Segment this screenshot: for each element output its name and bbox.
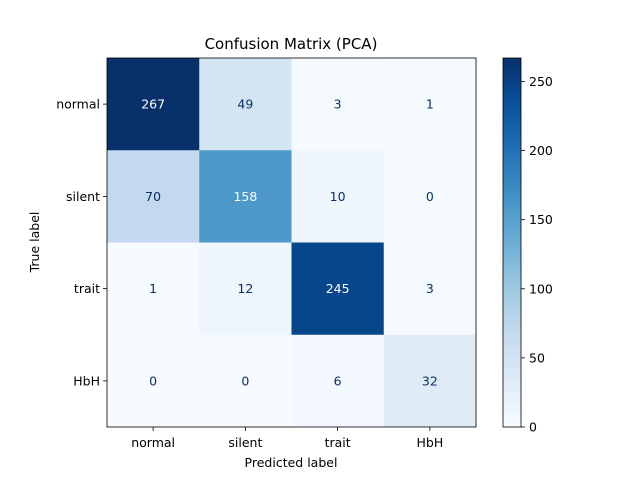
cell-value-label: 3 bbox=[426, 281, 434, 296]
cell-value-label: 1 bbox=[149, 281, 157, 296]
chart-title: Confusion Matrix (PCA) bbox=[205, 35, 378, 53]
heatmap-cell bbox=[383, 242, 477, 336]
y-tick-label: silent bbox=[66, 189, 100, 204]
heatmap-cell bbox=[107, 150, 200, 243]
y-tick-label: HbH bbox=[73, 373, 100, 388]
cell-value-label: 32 bbox=[422, 373, 438, 388]
heatmap-cell bbox=[383, 150, 477, 243]
cell-value-label: 0 bbox=[149, 373, 157, 388]
colorbar-ticks: 0 50 100 150 200 250 bbox=[521, 74, 553, 435]
heatmap-cell bbox=[291, 150, 385, 243]
y-tick-label: normal bbox=[56, 97, 100, 112]
colorbar-tick-label: 100 bbox=[529, 281, 553, 296]
cell-value-label: 245 bbox=[326, 281, 350, 296]
cell-value-label: 0 bbox=[241, 373, 249, 388]
plot-frame bbox=[106, 57, 477, 428]
cell-value-label: 158 bbox=[233, 189, 257, 204]
heatmap-cell bbox=[107, 58, 200, 151]
cell-value-label: 6 bbox=[334, 373, 342, 388]
heatmap-cell bbox=[199, 150, 292, 243]
cell-value-label: 70 bbox=[145, 189, 161, 204]
cell-value-label: 3 bbox=[334, 97, 342, 112]
colorbar bbox=[502, 57, 522, 428]
heatmap-cell bbox=[107, 242, 200, 336]
x-tick-label: normal bbox=[131, 435, 175, 450]
x-tick-label: silent bbox=[228, 435, 262, 450]
colorbar-tick-label: 50 bbox=[529, 350, 545, 365]
colorbar-tick-label: 0 bbox=[529, 420, 537, 435]
x-axis-label: Predicted label bbox=[245, 455, 338, 470]
heatmap-cell bbox=[291, 58, 385, 151]
x-axis-ticks: normal silent trait HbH bbox=[131, 427, 443, 450]
heatmap-cell bbox=[199, 242, 292, 336]
cell-value-label: 49 bbox=[237, 97, 253, 112]
heatmap-cell bbox=[383, 334, 477, 428]
y-axis-ticks: normal silent trait HbH bbox=[56, 97, 107, 388]
heatmap-cell bbox=[291, 242, 385, 336]
heatmap-cell-labels: 267 49 3 1 70 158 10 0 1 12 245 3 0 0 6 32 bbox=[141, 97, 438, 389]
colorbar-tick-label: 250 bbox=[529, 74, 553, 89]
x-tick-label: HbH bbox=[417, 435, 444, 450]
cell-value-label: 267 bbox=[141, 97, 165, 112]
heatmap-cell bbox=[383, 58, 477, 151]
colorbar-tick-label: 150 bbox=[529, 212, 553, 227]
cell-value-label: 10 bbox=[330, 189, 346, 204]
y-axis-label: True label bbox=[27, 212, 42, 274]
colorbar-tick-label: 200 bbox=[529, 143, 553, 158]
heatmap-cells bbox=[107, 58, 477, 428]
heatmap-cell bbox=[107, 334, 200, 428]
heatmap-cell bbox=[199, 58, 292, 151]
cell-value-label: 12 bbox=[237, 281, 253, 296]
cell-value-label: 1 bbox=[426, 97, 434, 112]
x-tick-label: trait bbox=[325, 435, 351, 450]
heatmap-cell bbox=[199, 334, 292, 428]
heatmap-cell bbox=[291, 334, 385, 428]
y-tick-label: trait bbox=[74, 281, 100, 296]
cell-value-label: 0 bbox=[426, 189, 434, 204]
